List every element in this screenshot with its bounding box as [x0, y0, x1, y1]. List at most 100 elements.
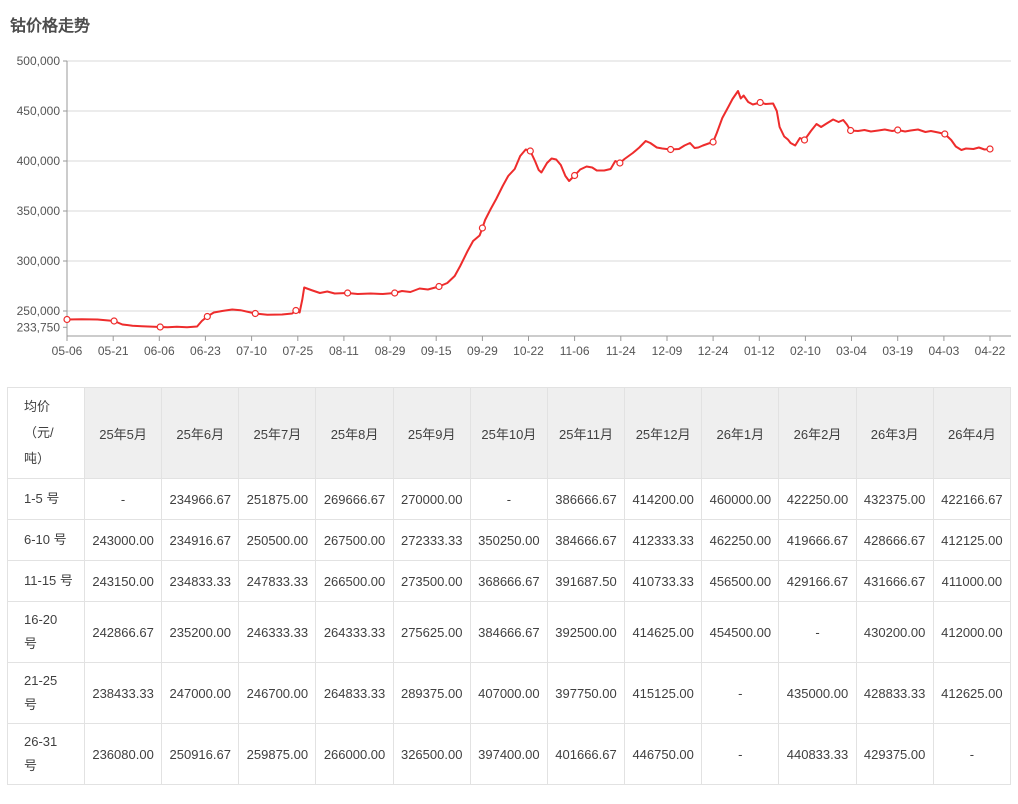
table-row: 21-25 号 238433.33 247000.00 246700.00 264833… — [7, 662, 1012, 724]
price-cell: 412125.00 — [932, 519, 1012, 561]
month-header: 25年7月 — [238, 387, 317, 479]
month-header: 25年5月 — [83, 387, 163, 479]
x-axis-label: 04-22 — [975, 344, 1006, 358]
monthly-average-price-table: 均价 （元/ 吨） 25年5月 25年6月 25年7月 25年8月 25年9月 25年10月… — [7, 387, 1012, 785]
x-axis-label: 11-24 — [606, 344, 636, 358]
table-row: 1-5 号 -234966.67 251875.00 269666.67 270000.… — [7, 478, 1012, 520]
x-axis-label: 07-10 — [236, 344, 267, 358]
month-header: 25年8月 — [315, 387, 394, 479]
month-header: 26年4月 — [932, 387, 1012, 479]
price-cell: - — [932, 723, 1012, 785]
data-point-marker — [616, 159, 624, 167]
price-cell: 326500.00 — [392, 723, 471, 785]
price-cell: 397750.00 — [546, 662, 626, 724]
price-cell: 270000.00 — [392, 478, 471, 520]
x-axis-label: 07-25 — [282, 344, 313, 358]
x-axis-label: 11-06 — [560, 344, 590, 358]
table-header: 均价 （元/ 吨） 25年5月 25年6月 25年7月 25年8月 25年9月 25年10月… — [7, 387, 1012, 479]
row-label: 21-25 号 — [7, 662, 85, 724]
price-cell: 422166.67 — [932, 478, 1012, 520]
table-corner-header: 均价 （元/ 吨） — [7, 387, 85, 479]
data-point-marker — [709, 138, 717, 146]
price-line — [66, 90, 991, 329]
price-cell: 246333.33 — [238, 601, 317, 663]
data-point-marker — [63, 315, 71, 324]
price-cell: 264333.33 — [315, 601, 394, 663]
data-point-marker — [391, 289, 399, 297]
row-label: 6-10 号 — [7, 519, 85, 561]
price-cell: 429166.67 — [778, 560, 857, 602]
row-label: 1-5 号 — [7, 478, 85, 520]
x-axis-label: 09-29 — [467, 344, 498, 358]
x-axis-label: 04-03 — [929, 344, 960, 358]
price-cell: 415125.00 — [624, 662, 703, 724]
x-axis-label: 10-22 — [513, 344, 544, 358]
x-axis-label: 05-21 — [98, 344, 129, 358]
data-point-marker — [478, 224, 486, 232]
price-cell: 234916.67 — [161, 519, 240, 561]
price-cell: 251875.00 — [238, 478, 317, 520]
data-point-marker — [986, 145, 994, 153]
x-axis-label: 12-24 — [698, 344, 729, 358]
price-cell: 384666.67 — [469, 601, 548, 663]
price-cell: 250916.67 — [161, 723, 240, 785]
price-cell: 266500.00 — [315, 560, 394, 602]
y-axis-label: 250,000 — [17, 304, 61, 318]
y-axis-label: 300,000 — [17, 254, 61, 268]
price-cell: 243000.00 — [83, 519, 163, 561]
y-axis-min-label: 233,750 — [17, 320, 61, 334]
price-cell: 412000.00 — [932, 601, 1012, 663]
data-point-marker — [344, 289, 352, 297]
price-cell: 397400.00 — [469, 723, 548, 785]
header-row: 均价 （元/ 吨） 25年5月 25年6月 25年7月 25年8月 25年9月 25年10月… — [7, 387, 1012, 479]
month-header: 25年11月 — [546, 387, 626, 479]
data-point-marker — [894, 126, 902, 134]
price-cell: 411000.00 — [932, 560, 1012, 602]
price-cell: 350250.00 — [469, 519, 548, 561]
price-cell: 454500.00 — [701, 601, 780, 663]
y-axis-label: 350,000 — [17, 204, 61, 218]
price-cell: 386666.67 — [546, 478, 626, 520]
price-cell: 273500.00 — [392, 560, 471, 602]
price-cell: 238433.33 — [83, 662, 163, 724]
x-axis-label: 06-06 — [144, 344, 175, 358]
table-body: 1-5 号 -234966.67 251875.00 269666.67 270000.… — [7, 478, 1012, 785]
price-cell: 269666.67 — [315, 478, 394, 520]
price-cell: 246700.00 — [238, 662, 317, 724]
price-cell: 266000.00 — [315, 723, 394, 785]
data-point-marker — [251, 309, 259, 318]
price-cell: 407000.00 — [469, 662, 548, 724]
price-cell: 234833.33 — [161, 560, 240, 602]
price-cell: 428833.33 — [855, 662, 934, 724]
price-cell: 275625.00 — [392, 601, 471, 663]
price-cell: 410733.33 — [624, 560, 703, 602]
x-axis-label: 08-11 — [329, 344, 359, 358]
x-axis-label: 12-09 — [652, 344, 683, 358]
price-cell: 250500.00 — [238, 519, 317, 561]
price-cell: 419666.67 — [778, 519, 857, 561]
x-axis-label: 01-12 — [744, 344, 775, 358]
table-row: 16-20 号 242866.67 235200.00 246333.33 264333… — [7, 601, 1012, 663]
month-header: 26年1月 — [701, 387, 780, 479]
price-cell: 243150.00 — [83, 560, 163, 602]
row-label: 11-15 号 — [7, 560, 85, 602]
price-cell: 414200.00 — [624, 478, 703, 520]
data-point-marker — [666, 145, 675, 154]
x-axis-label: 03-04 — [836, 344, 867, 358]
price-cell: 236080.00 — [83, 723, 163, 785]
price-cell: 247833.33 — [238, 560, 317, 602]
price-cell: 456500.00 — [701, 560, 780, 602]
data-point-marker — [570, 171, 579, 180]
price-cell: 429375.00 — [855, 723, 934, 785]
data-point-marker — [156, 323, 164, 331]
price-cell: 428666.67 — [855, 519, 934, 561]
price-cell: - — [701, 662, 780, 724]
price-cell: 414625.00 — [624, 601, 703, 663]
y-axis-label: 500,000 — [17, 54, 61, 68]
price-cell: 460000.00 — [701, 478, 780, 520]
row-label: 16-20 号 — [7, 601, 85, 663]
price-cell: 267500.00 — [315, 519, 394, 561]
price-cell: 430200.00 — [855, 601, 934, 663]
data-point-marker — [941, 130, 949, 138]
y-axis-label: 450,000 — [17, 104, 61, 118]
